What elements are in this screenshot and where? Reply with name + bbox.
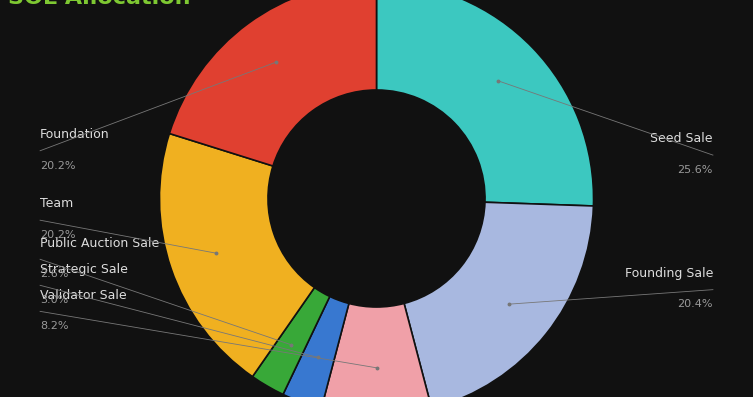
Text: 25.6%: 25.6%: [678, 165, 713, 175]
Text: Validator Sale: Validator Sale: [40, 289, 127, 302]
Wedge shape: [322, 303, 431, 397]
Wedge shape: [169, 0, 376, 166]
Text: 20.2%: 20.2%: [40, 230, 75, 240]
Wedge shape: [252, 287, 330, 394]
Text: SOL Allocation: SOL Allocation: [8, 0, 190, 8]
Text: Team: Team: [40, 197, 73, 210]
Text: Strategic Sale: Strategic Sale: [40, 262, 128, 276]
Wedge shape: [283, 297, 349, 397]
Text: 20.2%: 20.2%: [40, 160, 75, 171]
Text: Seed Sale: Seed Sale: [651, 132, 713, 145]
Text: Foundation: Foundation: [40, 128, 110, 141]
Text: 2.6%: 2.6%: [40, 269, 69, 279]
Text: 8.2%: 8.2%: [40, 321, 69, 331]
Text: Public Auction Sale: Public Auction Sale: [40, 237, 160, 249]
Wedge shape: [404, 202, 593, 397]
Text: Founding Sale: Founding Sale: [624, 267, 713, 280]
Wedge shape: [376, 0, 593, 206]
Wedge shape: [160, 133, 315, 377]
Text: 3.0%: 3.0%: [40, 295, 69, 305]
Text: 20.4%: 20.4%: [678, 299, 713, 309]
